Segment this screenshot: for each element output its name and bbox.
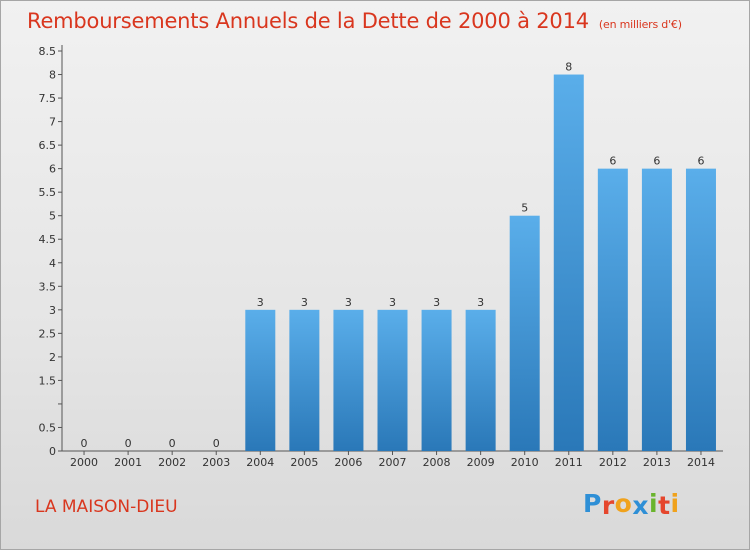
x-tick-label: 2012 — [599, 456, 627, 469]
y-tick-label: 8.5 — [39, 45, 57, 58]
bar — [465, 309, 496, 451]
x-tick-label: 2014 — [687, 456, 715, 469]
y-tick-label: 1.5 — [39, 374, 57, 387]
y-tick-label: 8 — [49, 69, 56, 82]
chart-subtitle: (en milliers d'€) — [598, 18, 682, 31]
y-tick-label: 6.5 — [39, 139, 57, 152]
data-label: 6 — [697, 155, 704, 168]
x-tick-label: 2011 — [555, 456, 583, 469]
logo-letter: r — [601, 491, 615, 520]
data-label: 6 — [609, 155, 616, 168]
data-label: 3 — [433, 296, 440, 309]
chart-axes: 0 0.5 1.5 2 2.5 3 3.5 4 4.5 5 5.5 6 6.5 7 7.5 8 8.5 — [39, 45, 723, 458]
logo-letter: P — [583, 489, 602, 518]
logo-letter: t — [658, 491, 671, 520]
x-tick-label: 2010 — [511, 456, 539, 469]
data-label: 0 — [81, 437, 88, 450]
y-tick-label: 2 — [49, 351, 56, 364]
bar — [553, 74, 584, 451]
logo-letter: i — [670, 489, 680, 518]
bar — [597, 168, 628, 451]
data-label: 0 — [213, 437, 220, 450]
bar — [245, 309, 276, 451]
y-tick-label: 4.5 — [39, 233, 57, 246]
logo-letter: o — [614, 489, 633, 518]
logo-letter: i — [649, 489, 659, 518]
data-label: 3 — [389, 296, 396, 309]
bar — [421, 309, 452, 451]
proxiti-logo[interactable]: Proxiti — [583, 489, 680, 520]
bar — [333, 309, 364, 451]
data-label: 5 — [521, 202, 528, 215]
y-tick-label: 0 — [49, 445, 56, 458]
y-tick-label: 6 — [49, 163, 56, 176]
x-tick-label: 2009 — [467, 456, 495, 469]
place-name: LA MAISON-DIEU — [35, 497, 178, 517]
data-label: 3 — [301, 296, 308, 309]
y-tick-label: 7.5 — [39, 92, 57, 105]
logo-letter: x — [632, 491, 649, 520]
chart-bars — [245, 74, 716, 451]
x-tick-label: 2006 — [334, 456, 362, 469]
bar — [377, 309, 408, 451]
x-tick-label: 2013 — [643, 456, 671, 469]
data-label: 6 — [653, 155, 660, 168]
bar — [641, 168, 672, 451]
y-tick-label: 2.5 — [39, 327, 57, 340]
bar — [685, 168, 716, 451]
y-tick-label: 3 — [49, 304, 56, 317]
y-tick-label: 7 — [49, 116, 56, 129]
x-tick-label: 2004 — [246, 456, 274, 469]
chart-labels: 2000 0 2001 0 2002 0 2003 0 2004 3 2005 3 2006 3 2007 3… — [70, 61, 715, 469]
y-tick-label: 4 — [49, 257, 56, 270]
x-tick-label: 2007 — [379, 456, 407, 469]
x-tick-label: 2002 — [158, 456, 186, 469]
data-label: 3 — [345, 296, 352, 309]
x-tick-label: 2000 — [70, 456, 98, 469]
x-tick-label: 2008 — [423, 456, 451, 469]
x-tick-label: 2005 — [290, 456, 318, 469]
data-label: 8 — [565, 61, 572, 74]
chart-title: Remboursements Annuels de la Dette de 20… — [27, 9, 682, 33]
data-label: 0 — [125, 437, 132, 450]
data-label: 3 — [477, 296, 484, 309]
x-tick-label: 2001 — [114, 456, 142, 469]
data-label: 0 — [169, 437, 176, 450]
y-tick-label: 3.5 — [39, 280, 57, 293]
y-tick-label: 5 — [49, 210, 56, 223]
chart-title-text: Remboursements Annuels de la Dette de 20… — [27, 9, 589, 33]
data-label: 3 — [257, 296, 264, 309]
y-tick-label: 0.5 — [39, 421, 57, 434]
x-tick-label: 2003 — [202, 456, 230, 469]
bar — [509, 215, 540, 451]
bar — [289, 309, 320, 451]
y-tick-label: 5.5 — [39, 186, 57, 199]
